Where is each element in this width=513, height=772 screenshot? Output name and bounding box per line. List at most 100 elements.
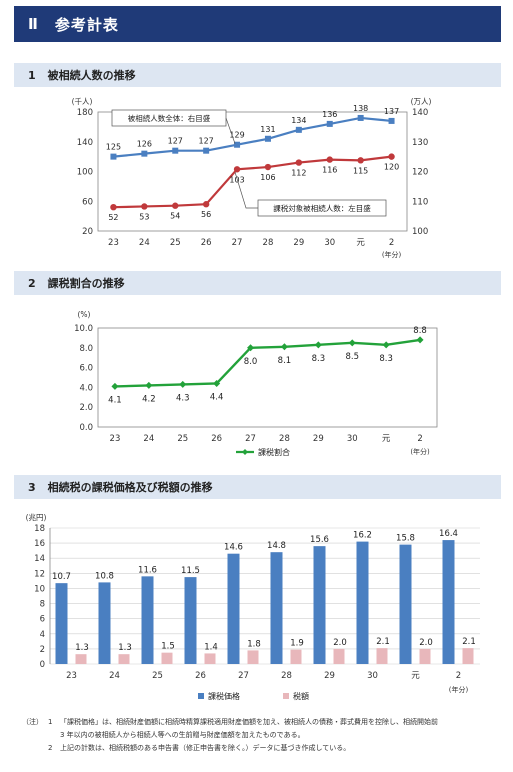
bar-label-taxable-value: 11.6: [138, 565, 157, 575]
series-marker: [110, 204, 117, 211]
data-label: 138: [353, 104, 368, 113]
x-tick-label: 23: [110, 434, 121, 444]
data-label: 52: [108, 213, 118, 222]
legend-label-tax-amount: 税額: [293, 691, 309, 701]
data-label: 116: [322, 166, 337, 175]
bar-label-tax-amount: 1.5: [161, 642, 175, 652]
data-label: 8.3: [312, 354, 326, 364]
y-left-tick-label: 180: [77, 108, 93, 118]
x-tick-label: 27: [238, 671, 249, 681]
x-tick-label: 元: [356, 238, 365, 248]
callout-taxable-label: 課税対象被相続人数：左目盛: [273, 203, 371, 213]
series-marker: [357, 114, 364, 121]
y-left-tick-label: 140: [77, 138, 93, 148]
x-tick-label: 23: [108, 238, 119, 248]
section-numeral: Ⅱ: [28, 15, 39, 33]
chart-decedents: 20 60 100 140 180 100 110 120 130 140 (千人) (万人) 23 24…: [0, 90, 513, 268]
data-label: 54: [170, 212, 180, 221]
series-marker: [172, 202, 179, 209]
plot-frame: [97, 111, 408, 232]
legend-marker: [242, 449, 248, 455]
note-row-1b: 3 年以内の被相続人から相続人等への生前贈与財産価額を加えたものである。: [22, 729, 502, 742]
bar-taxable-value: [313, 546, 326, 664]
series-marker: [416, 336, 424, 344]
data-label: 4.1: [108, 395, 122, 405]
data-label: 112: [291, 169, 306, 178]
bar-label-taxable-value: 10.8: [95, 571, 114, 581]
bar-taxable-value: [98, 582, 111, 664]
data-label: 56: [201, 210, 211, 219]
y-tick-label: 6.0: [79, 364, 93, 374]
bar-tax-amount: [419, 648, 431, 664]
series-marker: [111, 382, 119, 390]
y-tick-label: 4: [40, 630, 45, 640]
x-unit: (年分): [382, 250, 402, 259]
x-tick-label: 23: [66, 671, 77, 681]
y-right-tick-label: 100: [412, 227, 428, 237]
series-marker: [326, 120, 333, 127]
series-marker: [295, 159, 303, 166]
y-unit: (%): [78, 310, 91, 319]
data-label: 127: [168, 137, 183, 146]
data-label: 4.2: [142, 394, 156, 404]
bar-taxable-value: [442, 540, 455, 664]
series-marker: [388, 117, 395, 124]
series-marker: [234, 141, 241, 148]
bar-label-taxable-value: 11.5: [181, 566, 200, 576]
x-tick-label: 元: [411, 671, 420, 681]
x-tick-label: 25: [152, 671, 163, 681]
series-marker: [141, 150, 148, 157]
chart-taxable-value: 0 2 4 6 8 10 12 14 16 18 (兆円) 10.7 1.3 23 10.8 1.3 24 11.…: [0, 505, 513, 710]
section-3-title: 相続税の課税価格及び税額の推移: [47, 481, 213, 494]
bar-label-taxable-value: 15.6: [310, 535, 329, 545]
series-marker: [264, 163, 272, 171]
x-tick-label: 30: [324, 238, 335, 248]
section-2-number: 2: [28, 276, 36, 290]
series-marker: [110, 153, 117, 160]
note-1-text: 「課税価格」は、相続財産価額に相続時精算課税適用財産価額を加え、被相続人の債務・…: [60, 718, 438, 726]
bar-taxable-value: [55, 583, 68, 664]
bar-label-tax-amount: 1.9: [290, 639, 304, 649]
x-tick-label: 27: [232, 238, 243, 248]
data-label: 8.8: [413, 326, 427, 336]
x-tick-label: 27: [245, 434, 256, 444]
y-left-tick-label: 100: [77, 168, 93, 178]
bar-label-taxable-value: 14.6: [224, 543, 243, 553]
y-left-tick-label: 60: [82, 197, 93, 207]
data-label: 106: [260, 173, 275, 182]
bar-label-taxable-value: 16.4: [439, 529, 458, 539]
y-tick-label: 8.0: [79, 344, 93, 354]
bar-tax-amount: [333, 648, 345, 664]
y-tick-label: 14: [34, 554, 45, 564]
data-label: 53: [139, 212, 149, 221]
y-tick-label: 0: [40, 660, 45, 670]
data-label: 4.4: [210, 392, 224, 402]
y-right-unit: (万人): [411, 97, 432, 106]
series-marker: [314, 341, 322, 349]
taxable-value-bar-chart: 024681012141618(兆円)10.71.32310.81.32411.…: [26, 512, 480, 701]
x-tick-label: 元: [382, 434, 391, 444]
note-row-1: （注） 1 「課税価格」は、相続財産価額に相続時精算課税適用財産価額を加え、被相…: [22, 716, 502, 729]
x-tick-label: 2: [389, 238, 394, 248]
series-line: [113, 155, 392, 209]
data-label: 125: [106, 143, 121, 152]
y-right-tick-label: 120: [412, 168, 428, 178]
y-tick-label: 0.0: [79, 423, 93, 433]
series-marker: [280, 343, 288, 351]
series-marker: [348, 339, 356, 347]
y-tick-label: 18: [34, 524, 45, 534]
series-line: [113, 116, 392, 158]
x-tick-label: 25: [170, 238, 181, 248]
series-marker: [202, 201, 210, 208]
x-unit: (年分): [410, 447, 430, 456]
x-tick-label: 2: [417, 434, 422, 444]
x-tick-label: 24: [109, 671, 120, 681]
section-3-number: 3: [28, 480, 36, 494]
legend-swatch-taxable-value: [198, 693, 204, 699]
bar-taxable-value: [399, 544, 412, 664]
chart-tax-ratio: 0.0 2.0 4.0 6.0 8.0 10.0 (%) 23 24 25 26 27 28 29 30 元 2…: [0, 298, 513, 470]
data-label: 131: [260, 125, 275, 134]
plot-frame: [97, 327, 438, 428]
series-marker: [382, 341, 390, 349]
section-2-title: 課税割合の推移: [47, 277, 125, 290]
